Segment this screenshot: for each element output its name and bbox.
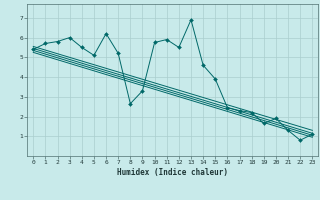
X-axis label: Humidex (Indice chaleur): Humidex (Indice chaleur) (117, 168, 228, 177)
